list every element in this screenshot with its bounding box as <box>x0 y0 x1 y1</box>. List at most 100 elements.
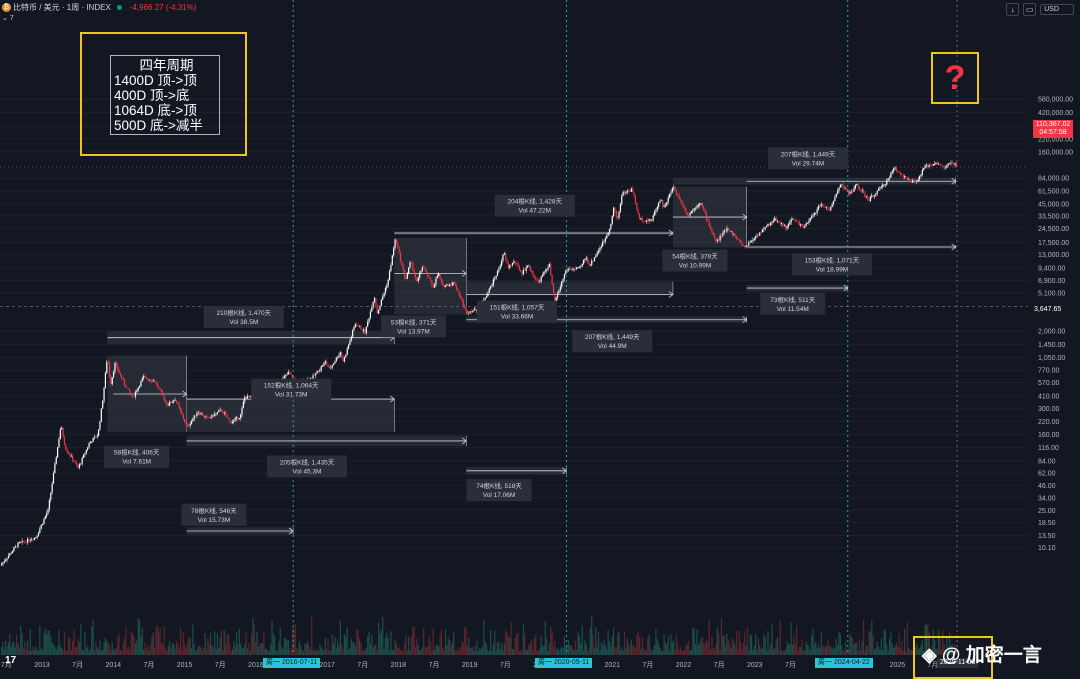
candle-body <box>745 245 747 247</box>
volume-bar <box>860 649 862 655</box>
volume-bar <box>525 649 527 655</box>
volume-bar <box>130 632 132 655</box>
currency-select[interactable]: USD <box>1040 4 1074 15</box>
volume-bar <box>805 641 807 655</box>
volume-bar <box>110 649 112 655</box>
volume-bar <box>475 645 477 655</box>
candle-body <box>189 424 191 426</box>
candle-body <box>675 190 678 195</box>
volume-bar <box>755 633 757 655</box>
measure-label-bg <box>791 253 872 276</box>
candle-body <box>311 377 313 379</box>
volume-bar <box>391 649 393 655</box>
candle-body <box>610 223 612 229</box>
volume-bar <box>513 649 515 655</box>
candle-body <box>890 172 892 178</box>
indicators-toggle[interactable]: ⌄ 7 <box>2 15 14 22</box>
candle-body <box>667 197 669 202</box>
volume-bar <box>697 645 699 655</box>
volume-bar <box>824 647 826 655</box>
volume-bar <box>923 650 925 655</box>
volume-bar <box>723 636 725 655</box>
candle-body <box>574 268 576 270</box>
volume-bar <box>839 633 841 655</box>
volume-bar <box>43 632 45 655</box>
fullscreen-icon[interactable]: ▭ <box>1023 3 1037 16</box>
candle-body <box>43 519 45 524</box>
candle-body <box>591 260 593 265</box>
volume-bar <box>485 644 488 655</box>
volume-bar <box>574 640 576 655</box>
volume-bar <box>656 639 658 655</box>
volume-bar <box>726 633 728 655</box>
volume-bar <box>629 647 631 655</box>
volume-bar <box>878 646 880 655</box>
candle-body <box>614 207 616 211</box>
candle-body <box>628 190 630 192</box>
candle-body <box>938 164 940 165</box>
candle-body <box>678 194 680 200</box>
candle-body <box>37 532 40 536</box>
volume-bar <box>419 650 421 655</box>
measure-volume: Vol 15.73M <box>198 517 231 524</box>
volume-bar <box>458 650 460 655</box>
volume-bar <box>317 650 320 655</box>
volume-bar <box>942 629 944 655</box>
volume-bar <box>223 630 225 655</box>
candle-body <box>291 374 294 379</box>
volume-bar <box>182 632 184 655</box>
candle-body <box>552 284 555 293</box>
candle-body <box>582 260 585 264</box>
candle-body <box>690 211 693 214</box>
candle-body <box>507 263 510 268</box>
candle-body <box>681 200 683 205</box>
date-tag: 周一 2016-07-11 <box>263 658 321 668</box>
candle-body <box>535 277 537 280</box>
candle-body <box>550 264 552 276</box>
x-tick-label: 2021 <box>604 662 620 669</box>
candle-body <box>944 167 947 169</box>
candle-body <box>752 239 754 241</box>
down-arrow-icon[interactable]: ↓ <box>1006 3 1020 16</box>
volume-bar <box>364 650 366 655</box>
y-tick-label: 24,500.00 <box>1038 226 1069 233</box>
volume-bar <box>802 650 805 655</box>
volume-bar <box>252 617 254 655</box>
candle-body <box>596 252 598 256</box>
volume-bar <box>929 650 932 655</box>
volume-bar <box>511 648 514 655</box>
candle-body <box>36 535 38 538</box>
candle-body <box>67 451 70 454</box>
volume-bar <box>59 645 61 655</box>
volume-bar <box>451 642 453 655</box>
volume-bar <box>81 649 83 655</box>
volume-bar <box>80 624 82 655</box>
volume-bar <box>76 646 78 655</box>
candle-body <box>211 414 213 418</box>
volume-bar <box>268 650 270 655</box>
candle-body <box>133 396 135 397</box>
candle-body <box>462 300 464 306</box>
candle-body <box>879 187 881 190</box>
candle-body <box>346 348 348 355</box>
volume-bar <box>914 647 917 655</box>
candle-body <box>319 369 321 372</box>
candle-body <box>804 226 806 228</box>
candle-body <box>159 387 161 390</box>
candle-body <box>595 255 597 258</box>
candle-body <box>403 270 406 279</box>
volume-bar <box>9 634 11 655</box>
candle-body <box>783 225 785 227</box>
status-dot-icon <box>116 5 122 10</box>
volume-bar <box>763 634 765 655</box>
volume-bar <box>912 650 914 655</box>
volume-bar <box>234 645 236 655</box>
volume-bar <box>576 649 578 655</box>
volume-bar <box>73 629 75 655</box>
candle-body <box>663 206 665 208</box>
volume-bar <box>943 644 945 655</box>
volume-bar <box>868 630 870 655</box>
volume-bar <box>446 645 448 655</box>
volume-bar <box>779 620 781 655</box>
